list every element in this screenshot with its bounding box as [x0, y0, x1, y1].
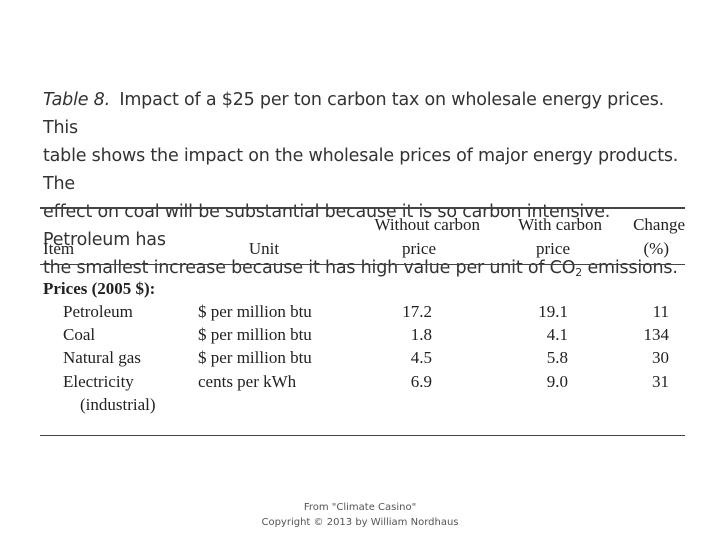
row-with: 9.0	[546, 372, 568, 391]
row-unit: cents per kWh	[198, 372, 297, 391]
row-change: 30	[652, 348, 669, 367]
header-rule	[40, 264, 685, 265]
section-title: Prices (2005 $):	[43, 279, 156, 298]
row-item: Coal	[63, 325, 96, 344]
row-change: 11	[652, 302, 669, 321]
row-item: Petroleum	[63, 302, 133, 321]
header-with-line1: With carbon	[518, 215, 602, 234]
header-unit: Unit	[248, 239, 280, 258]
caption-subscript: 2	[575, 266, 583, 279]
header-without-line1: Without carbon	[374, 215, 480, 234]
caption-line-2: table shows the impact on the wholesale …	[43, 146, 679, 194]
header-without-line2: price	[402, 239, 436, 258]
row-item-line2: (industrial)	[80, 395, 156, 414]
row-item: Natural gas	[63, 348, 141, 367]
copyright-footer: From "Climate Casino" Copyright © 2013 b…	[0, 500, 720, 530]
footer-source: From "Climate Casino"	[303, 502, 417, 513]
table-bottom-rule	[40, 435, 685, 436]
caption-line-1-text: Impact of a $25 per ton carbon tax on wh…	[43, 90, 665, 138]
caption-line-4-end: emissions.	[582, 258, 678, 278]
row-unit: $ per million btu	[198, 325, 312, 344]
caption-label: Table 8.	[43, 90, 110, 110]
header-item: Item	[43, 239, 75, 258]
row-unit: $ per million btu	[198, 348, 312, 367]
row-unit: $ per million btu	[198, 302, 312, 321]
header-with-line2: price	[536, 239, 570, 258]
caption-line-4-text: the smallest increase because it has hig…	[43, 258, 576, 278]
row-change: 134	[643, 325, 670, 344]
table-caption: Table 8. Impact of a $25 per ton carbon …	[43, 86, 693, 282]
row-item: Electricity	[63, 372, 134, 391]
row-with: 4.1	[546, 325, 568, 344]
caption-line-1: Table 8. Impact of a $25 per ton carbon …	[43, 86, 693, 142]
row-change: 31	[652, 372, 669, 391]
header-change-line1: Change	[633, 215, 685, 234]
row-without: 17.2	[402, 302, 432, 321]
row-without: 6.9	[410, 372, 432, 391]
header-change-line2: (%)	[643, 239, 669, 258]
caption-line-4: the smallest increase because it has hig…	[43, 254, 693, 282]
row-without: 1.8	[410, 325, 432, 344]
row-with: 19.1	[538, 302, 568, 321]
row-without: 4.5	[410, 348, 432, 367]
table-top-rule	[40, 207, 685, 209]
footer-copyright: Copyright © 2013 by William Nordhaus	[261, 517, 459, 528]
row-with: 5.8	[546, 348, 568, 367]
